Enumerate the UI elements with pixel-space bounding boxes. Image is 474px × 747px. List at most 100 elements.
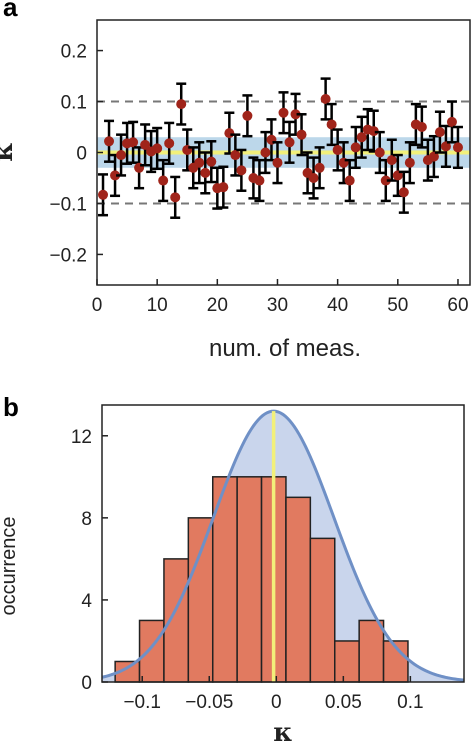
marker [398,187,409,198]
panel-b-y-ticks: 0 4 8 12 [71,427,108,694]
marker [368,126,379,137]
data-point [374,130,385,175]
data-point [104,119,115,163]
marker [350,142,361,153]
data-point [296,113,307,157]
marker [176,99,187,110]
marker [434,127,445,138]
y-tick-label: −0.2 [49,245,87,266]
data-point [140,123,151,167]
data-point [404,141,415,185]
marker [254,175,265,186]
panel-b-y-axis-label: occurrence [0,517,20,616]
marker [452,142,463,153]
x-tick-label: 40 [327,295,348,316]
panel-a-x-ticks: 0 10 20 30 40 50 60 [92,279,469,316]
marker [260,147,271,158]
histogram-bar [236,476,263,683]
x-tick-label: −0.05 [185,692,233,713]
data-point [320,77,331,121]
marker [152,143,163,154]
data-point [236,148,247,192]
histogram-bar [334,640,360,683]
data-point [218,165,229,209]
data-point [284,120,295,164]
marker [428,151,439,162]
data-point [146,129,157,174]
panel-a-label: a [3,0,18,22]
marker [374,147,385,158]
data-point [110,153,121,198]
y-tick-label: 4 [81,591,92,612]
x-tick-label: 20 [207,295,228,316]
x-tick-label: 50 [387,295,408,316]
data-point [446,100,457,144]
data-point [332,128,343,172]
histogram-bar [163,558,190,683]
data-point [200,151,211,195]
data-point [248,156,259,200]
data-point [176,82,187,126]
marker [290,109,301,120]
marker [206,156,217,167]
data-point [242,94,253,138]
data-point [398,170,409,214]
marker [332,144,343,155]
marker [164,138,175,149]
x-tick-label: 0 [92,295,103,316]
data-point [206,140,217,184]
y-tick-label: 12 [71,427,92,448]
data-point [230,133,241,177]
marker [140,139,151,150]
data-point [452,125,463,170]
data-point [356,115,367,159]
panel-a-points [98,77,463,219]
marker [194,157,205,168]
panel-a-y-ticks: −0.2 −0.1 0 0.1 0.2 [49,42,103,266]
panel-b-x-axis-label: κ [273,718,293,747]
data-point [128,120,139,164]
marker [224,128,235,139]
marker [404,157,415,168]
data-point [314,146,325,190]
y-tick-label: 0.2 [61,42,87,63]
data-point [434,110,445,154]
marker [158,175,169,186]
x-tick-label: 0.1 [397,692,423,713]
y-tick-label: 0 [76,144,87,165]
panel-b-frame [101,404,465,683]
x-tick-label: 30 [267,295,288,316]
x-tick-label: 0.05 [325,692,362,713]
marker [296,129,307,140]
marker [230,150,241,161]
marker [110,170,121,181]
data-point [308,156,319,200]
marker [242,110,253,121]
marker [272,157,283,168]
marker [116,150,127,161]
marker [98,189,109,200]
marker [308,172,319,183]
data-point [98,173,109,217]
data-point [416,105,427,149]
data-point [272,141,283,185]
y-tick-label: 8 [81,509,92,530]
data-point [170,175,181,219]
marker [356,132,367,143]
marker [344,175,355,186]
data-point [116,133,127,177]
marker [380,175,391,186]
marker [320,93,331,104]
data-point [260,130,271,175]
x-tick-label: 0 [271,692,282,713]
x-tick-label: 60 [447,295,468,316]
marker [104,136,115,147]
y-tick-label: 0 [81,673,92,694]
marker [314,162,325,173]
histogram-bar [285,496,312,683]
data-point [344,158,355,203]
x-tick-label: −0.1 [123,692,161,713]
data-point [254,158,265,203]
data-point [158,158,169,203]
